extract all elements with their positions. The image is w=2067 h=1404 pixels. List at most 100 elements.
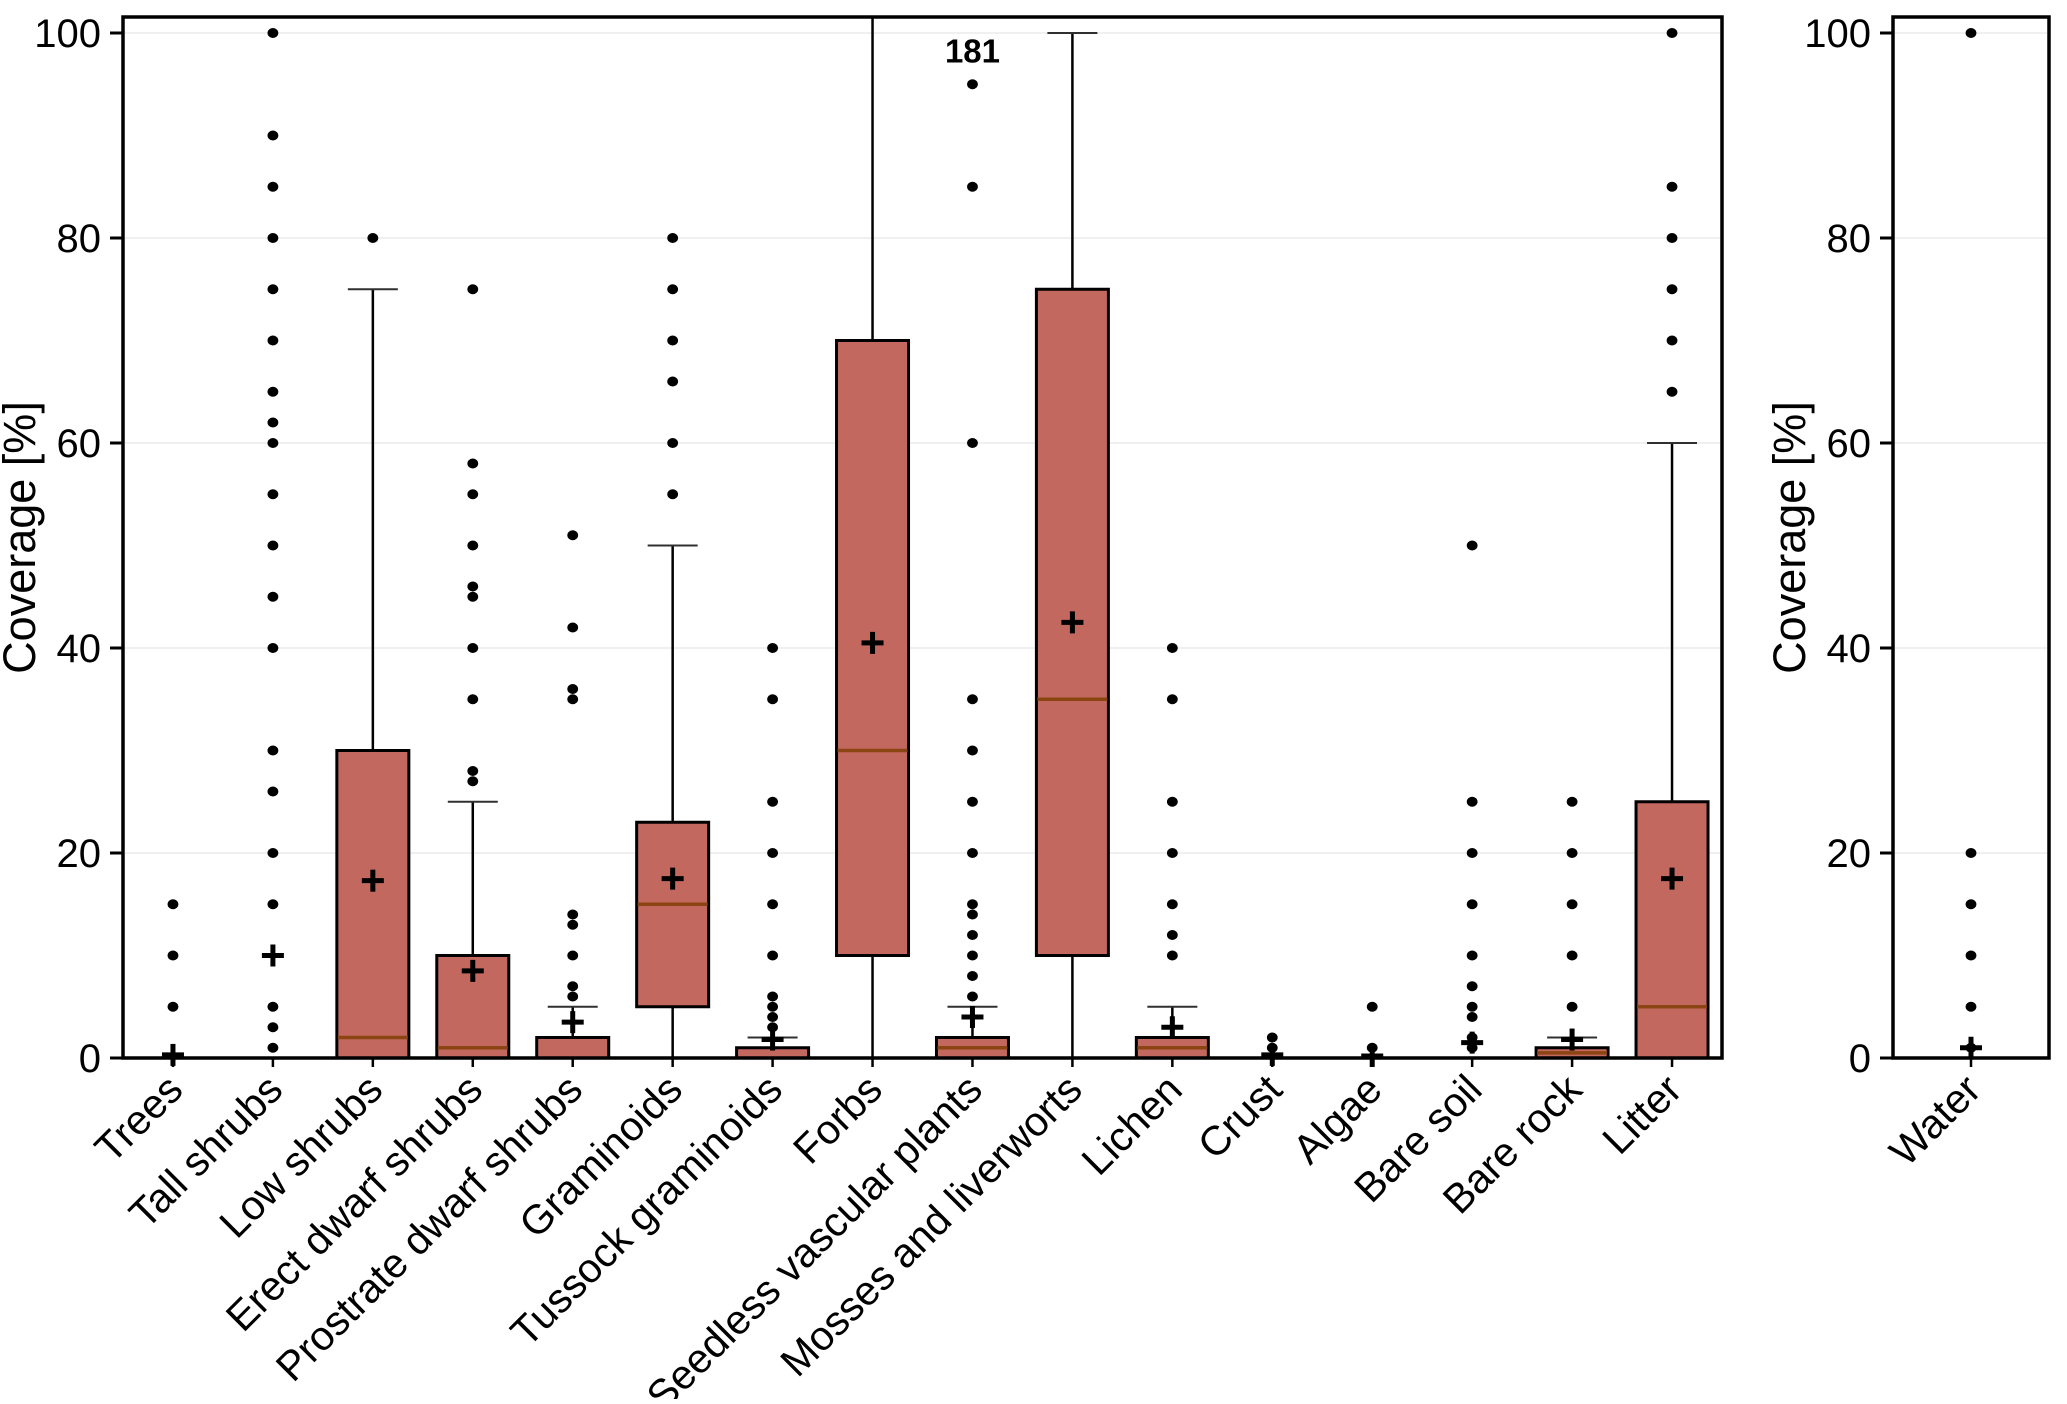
outlier-dot [467,540,479,551]
outlier-dot [1466,540,1478,551]
outlier-dot [1566,950,1578,961]
outlier-dot [967,950,978,961]
outlier-dot [1166,694,1178,705]
outlier-dot [1965,848,1977,858]
outlier-dot [767,1022,778,1033]
outlier-dot [1466,796,1478,807]
outlier-dot [467,766,479,776]
outlier-dot [267,417,279,428]
outlier-dot [967,79,978,90]
outlier-dot [1466,899,1478,910]
outlier-dot [1466,1001,1478,1012]
outlier-dot [567,991,579,1002]
outlier-dot [1666,233,1678,243]
outlier-dot [1166,643,1178,653]
outlier-dot [267,1022,279,1033]
y-tick-label: 80 [57,217,102,261]
outlier-dot [1166,930,1178,940]
outlier-dot [967,971,978,981]
outlier-dot [267,438,279,448]
outlier-dot [767,991,778,1002]
outlier-dot [967,909,978,920]
outlier-dot [967,438,978,448]
outlier-dot [267,786,279,797]
outlier-dot [767,950,778,961]
outlier-dot [167,950,179,961]
panel-border [121,15,1724,1060]
outlier-dot [1166,950,1178,961]
outlier-dot [467,776,479,787]
outlier-dot [267,1001,279,1012]
y-tick-label: 20 [57,832,102,876]
outlier-dot [167,1001,179,1012]
y-axis-title: Coverage [%] [0,401,45,674]
outlier-dot [367,233,379,243]
outlier-dot [767,1012,778,1022]
outlier-dot [667,438,679,448]
outlier-dot [567,919,579,930]
y-tick-label: 100 [1804,12,1871,56]
outlier-dot [967,899,978,910]
outlier-dot [567,909,579,920]
y-tick-label: 60 [1827,422,1872,466]
outlier-dot [267,540,279,551]
outlier-dot [1466,950,1478,961]
outlier-dot [767,796,778,807]
outlier-dot [767,694,778,705]
y-tick-label: 20 [1827,832,1872,876]
outlier-dot [1266,1032,1278,1043]
outlier-dot [267,233,279,243]
outlier-dot [467,284,479,295]
x-category-label: Water [1881,1066,1990,1175]
x-category-label: Crust [1189,1065,1291,1167]
panel-water: 0 20 40 60 80 100 Coverage [%] Water [1764,12,2051,1175]
outlier-dot [967,848,978,858]
box [635,820,711,1009]
outlier-dot [667,335,679,346]
panel-background [1893,17,2049,1058]
outlier-dot [567,684,579,694]
y-tick-label: 0 [1849,1037,1871,1081]
outlier-dot [967,181,978,192]
outlier-dot [1965,28,1977,38]
outlier-dot [667,376,679,387]
outlier-dot [567,950,579,961]
outlier-dot [267,1042,279,1053]
outlier-dot [967,930,978,940]
outlier-dot [267,745,279,756]
y-tick-label: 0 [79,1037,101,1081]
outlier-dot [267,335,279,346]
outlier-dot [467,591,479,602]
outlier-dot [1466,1012,1478,1022]
outlier-dot [1965,899,1977,910]
box [1634,800,1710,1060]
outlier-dot [567,530,579,541]
outlier-dot [1666,181,1678,192]
y-tick-label: 100 [34,12,101,56]
outlier-dot [467,643,479,653]
outlier-dot [667,233,679,243]
outlier-dot [467,489,479,500]
outlier-dot [267,848,279,858]
outlier-dot [1965,1001,1977,1012]
outlier-dot [767,848,778,858]
x-category-label: Lichen [1073,1066,1191,1184]
outlier-dot [267,591,279,602]
outlier-dot [567,981,579,992]
outlier-dot [767,643,778,653]
outlier-dot [667,489,679,500]
outlier-dot [1466,848,1478,858]
outlier-dot [1566,848,1578,858]
y-tick-label: 40 [57,627,102,671]
y-tick-label: 60 [57,422,102,466]
outlier-dot [267,643,279,653]
outlier-dot [267,130,279,141]
y-tick-label: 40 [1827,627,1872,671]
outlier-dot [567,694,579,705]
outlier-dot [1466,981,1478,992]
outlier-dot [167,899,179,910]
outlier-dot [1965,950,1977,961]
outlier-dot [1666,28,1678,38]
outlier-dot [967,745,978,756]
outlier-dot [1366,1001,1378,1012]
